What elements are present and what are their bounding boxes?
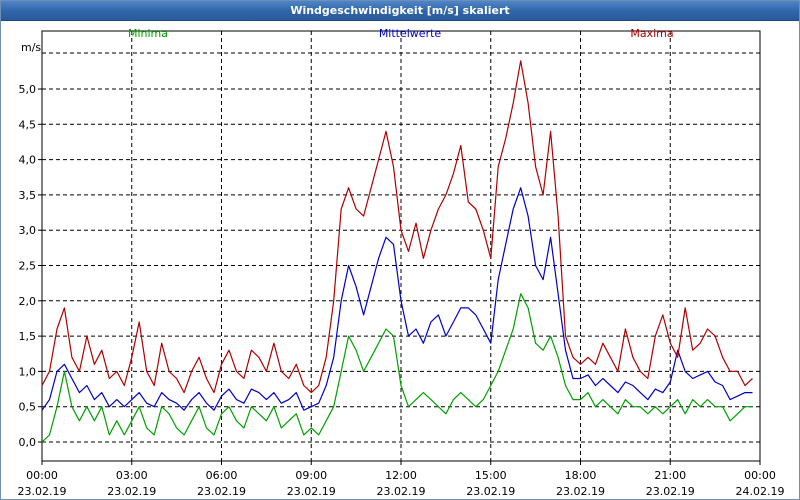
x-tick-time: 09:00 [295,469,327,482]
series-line-mittelwerte [41,187,753,411]
series-layer [41,60,753,443]
y-tick-label: 3,5 [19,189,37,202]
y-tick-label: 0,5 [19,401,37,414]
x-tick-date: 23.02.19 [197,485,246,498]
window-title: Windgeschwindigkeit [m/s] skaliert [290,4,510,17]
x-tick-time: 06:00 [206,469,238,482]
x-tick-time: 21:00 [654,469,686,482]
grid-layer [42,31,760,461]
x-tick-date: 23.02.19 [466,485,515,498]
legend-mittelwerte: Mittelwerte [379,27,442,40]
x-tick-date: 23.02.19 [287,485,336,498]
y-tick-label: 5,0 [19,83,37,96]
y-tick-label: 3,0 [19,224,37,237]
x-tick-time: 15:00 [475,469,507,482]
x-tick-date: 23.02.19 [646,485,695,498]
x-tick-time: 12:00 [385,469,417,482]
legend-maxima: Maxima [630,27,673,40]
x-tick-time: 18:00 [565,469,597,482]
y-tick-label: 2,5 [19,260,37,273]
y-tick-label: 2,0 [19,295,37,308]
axis-layer [38,30,761,465]
x-tick-date: 23.02.19 [377,485,426,498]
window-titlebar: Windgeschwindigkeit [m/s] skaliert [1,1,799,21]
series-line-maxima [41,60,753,394]
x-tick-date: 23.02.19 [107,485,156,498]
x-tick-time: 00:00 [26,469,58,482]
x-tick-date: 23.02.19 [18,485,67,498]
y-axis-label: m/s [21,41,41,54]
y-tick-label: 4,5 [19,118,37,131]
y-tick-label: 1,5 [19,330,37,343]
x-tick-date: 23.02.19 [556,485,605,498]
label-layer: 0,0 0,5 1,0 1,5 2,0 2,5 3,0 3,5 4,0 4,5 5,0 m/s 00:0… [18,27,785,498]
x-tick-time: 03:00 [116,469,148,482]
legend-minima: Minima [128,27,168,40]
x-tick-time: 00:00 [744,469,776,482]
x-tick-date: 24.02.19 [736,485,785,498]
y-tick-label: 4,0 [19,154,37,167]
series-line-minima [41,293,753,443]
y-tick-label: 1,0 [19,365,37,378]
y-tick-label: 0,0 [19,436,37,449]
